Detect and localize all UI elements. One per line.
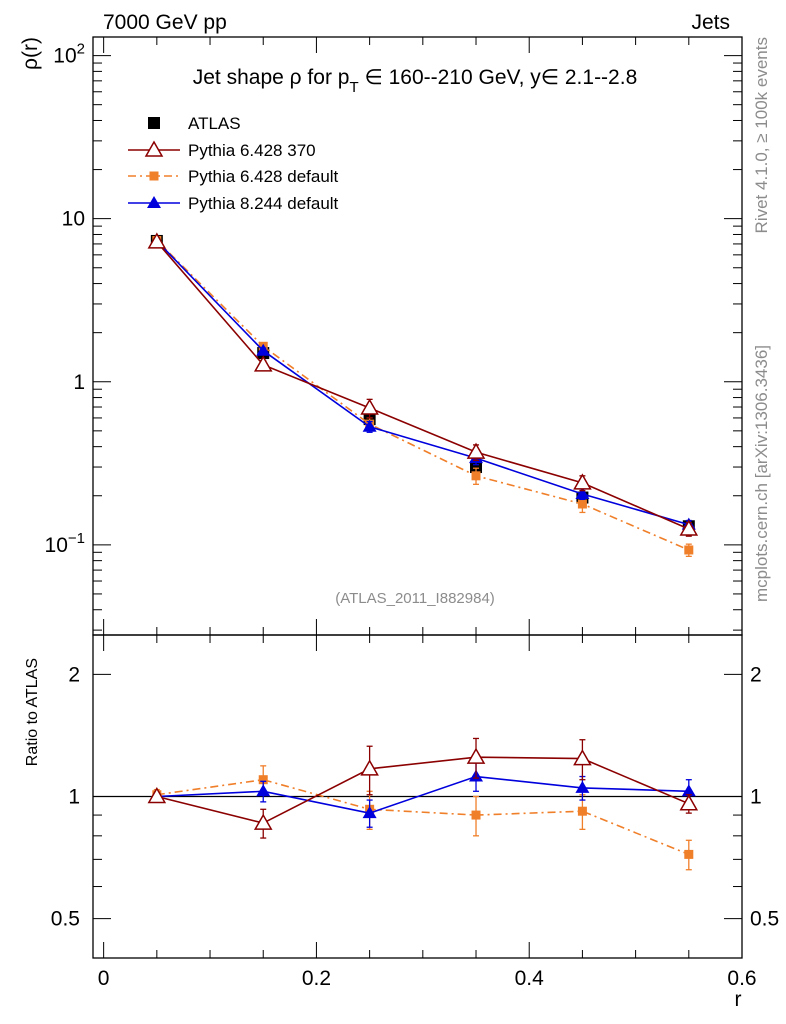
- main-series-1-line: [156, 241, 690, 530]
- main-series-1-point: [466, 442, 486, 459]
- legend-label-1: Pythia 6.428 370: [188, 141, 316, 160]
- ratio-y-tick-label-left: 2: [68, 663, 80, 686]
- x-axis-label: r: [735, 988, 742, 1011]
- main-series-1-point: [147, 232, 167, 249]
- ratio-series-1-point: [258, 775, 268, 785]
- ratio-series-0-line: [156, 756, 690, 824]
- main-series-3-point: [256, 343, 271, 356]
- main-series-2-point: [471, 471, 481, 481]
- ratio-y-tick-label-left: 0.5: [51, 908, 80, 931]
- main-series-1-point: [679, 519, 699, 536]
- main-series-3-line: [156, 240, 690, 526]
- ratio-y-tick-label-right: 0.5: [750, 908, 779, 931]
- ratio-y-tick-label-left: 1: [68, 786, 80, 809]
- ratio-series-2-point: [362, 806, 377, 819]
- ratio-series-0-point: [573, 749, 592, 766]
- main-series-1-point: [573, 473, 592, 490]
- ratio-y-tick-label-right: 1: [750, 786, 762, 809]
- legend: ATLAS Pythia 6.428 370 Pythia 6.428 defaul…: [128, 114, 339, 213]
- main-y-tick-label: 102: [53, 41, 85, 68]
- title-prefix: Jet shape ρ for p: [193, 66, 350, 89]
- main-y-tick-base: 10: [53, 45, 76, 68]
- legend-marker-0: [148, 117, 160, 129]
- main-y-tick-label: 10−1: [45, 530, 85, 557]
- legend-marker-2: [149, 171, 159, 181]
- main-y-tick-base: 10: [45, 534, 68, 557]
- main-series-3-point: [362, 419, 377, 432]
- main-series-2-point: [577, 499, 587, 509]
- main-y-tick-base: 1: [73, 371, 85, 394]
- ratio-series-1-point: [684, 849, 694, 859]
- ratio-ylabel: Ratio to ATLAS: [24, 658, 41, 766]
- side-label-mcplots: mcplots.cern.ch [arXiv:1306.3436]: [752, 345, 771, 602]
- ratio-series-1-point: [471, 810, 481, 820]
- main-series-1-point: [360, 398, 379, 415]
- ratio-series-1-line: [156, 778, 690, 856]
- ratio-series-0-point: [147, 786, 167, 804]
- ratio-series-0-point: [466, 747, 486, 764]
- ratio-panel: 0 0.2 0.4 0.6 2 2 1 1 0.5 0.5: [51, 634, 779, 990]
- main-series-2-line: [156, 239, 690, 551]
- legend-label-3: Pythia 8.244 default: [188, 194, 339, 213]
- ratio-series-0-point: [360, 759, 379, 776]
- ratio-series-0-point: [253, 813, 273, 830]
- main-series-3-point: [575, 486, 590, 499]
- header-right: Jets: [691, 11, 730, 34]
- main-series-0-point: [470, 461, 483, 474]
- x-tick-label: 0.2: [302, 967, 331, 990]
- ratio-series-0-point: [679, 794, 699, 811]
- legend-label-2: Pythia 6.428 default: [188, 167, 339, 186]
- ratio-series-2-line: [156, 775, 689, 814]
- legend-label-0: ATLAS: [188, 114, 241, 133]
- main-ylabel: ρ(r): [19, 37, 42, 70]
- x-tick-label: 0.4: [515, 967, 545, 990]
- ratio-series-2-point: [575, 780, 590, 793]
- title-subscript: T: [349, 79, 358, 96]
- main-y-tick-exp: 2: [77, 41, 85, 58]
- main-y-tick-label: 1: [73, 371, 85, 394]
- header-left: 7000 GeV pp: [103, 11, 227, 34]
- legend-marker-1: [144, 140, 164, 157]
- x-tick-label: 0.6: [727, 967, 756, 990]
- legend-marker-3: [147, 196, 161, 208]
- ratio-y-tick-label-right: 2: [750, 663, 762, 686]
- ratio-series-1-point: [577, 806, 587, 816]
- main-series-1-point: [253, 355, 273, 372]
- main-series-2-point: [684, 545, 694, 555]
- title-suffix: ∈ 160--210 GeV, y∈ 2.1--2.8: [359, 66, 638, 89]
- ratio-series-2-point: [681, 784, 696, 797]
- side-label-rivet: Rivet 4.1.0, ≥ 100k events: [752, 37, 771, 233]
- analysis-label: (ATLAS_2011_I882984): [335, 590, 495, 607]
- main-y-tick-label: 10: [62, 208, 85, 231]
- main-y-tick-base: 10: [62, 208, 85, 231]
- ratio-series-2-point: [256, 784, 271, 797]
- x-tick-label: 0: [98, 967, 110, 990]
- chart-title: Jet shape ρ for pT ∈ 160--210 GeV, y∈ 2.…: [193, 66, 638, 96]
- main-y-tick-exp: −1: [68, 530, 85, 547]
